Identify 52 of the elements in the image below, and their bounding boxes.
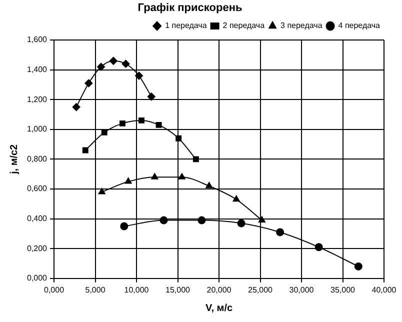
point (232, 195, 240, 202)
point (84, 79, 93, 88)
x-tick-label: 35,000 (330, 285, 356, 294)
x-tick-label: 25,000 (248, 285, 274, 294)
x-tick-label: 30,000 (289, 285, 314, 294)
point (206, 182, 213, 188)
x-tick-label: 15,000 (166, 285, 191, 294)
point (138, 117, 144, 124)
chart-title: Графік прискорень (136, 2, 244, 14)
point (276, 228, 284, 236)
y-axis-title: j, м/с2 (8, 144, 20, 176)
point (122, 60, 130, 68)
y-tick-label: 0,400 (26, 214, 48, 224)
y-tick-label: 1,600 (26, 35, 48, 44)
y-tick-label: 1,000 (26, 124, 48, 134)
point (97, 62, 106, 71)
point (120, 222, 128, 230)
y-tick-label: 0,200 (26, 244, 48, 253)
y-tick-label: 0,800 (26, 154, 48, 164)
legend-label: 3 передача (280, 21, 323, 30)
x-axis-title: V, м/с (205, 302, 233, 314)
y-tick-label: 0,600 (26, 184, 48, 194)
x-tick-label: 5,000 (85, 285, 106, 294)
legend-label: 4 передача (338, 21, 381, 30)
x-tick-label: 40,000 (372, 285, 397, 294)
legend-label: 1 передача (165, 21, 208, 30)
point (178, 173, 186, 180)
point (198, 216, 206, 224)
y-tick-label: 0,000 (26, 274, 48, 283)
point (176, 135, 182, 142)
point (82, 147, 88, 154)
y-tick-label: 1,200 (26, 94, 48, 104)
point (192, 156, 199, 162)
point (354, 262, 362, 270)
point (98, 188, 106, 194)
point (314, 243, 323, 252)
point (258, 216, 266, 223)
y-tick-label: 1,400 (26, 65, 48, 74)
point (124, 178, 132, 184)
legend-label: 2 передача (222, 21, 266, 30)
x-tick-label: 20,000 (206, 285, 232, 294)
point (134, 72, 143, 80)
x-tick-label: 0,000 (44, 285, 65, 294)
point (109, 56, 118, 65)
point (120, 120, 126, 126)
point (147, 92, 156, 101)
point (151, 173, 158, 180)
point (160, 216, 168, 224)
point (156, 122, 162, 128)
point (72, 103, 80, 112)
x-tick-label: 10,000 (124, 285, 150, 294)
point (237, 219, 246, 228)
